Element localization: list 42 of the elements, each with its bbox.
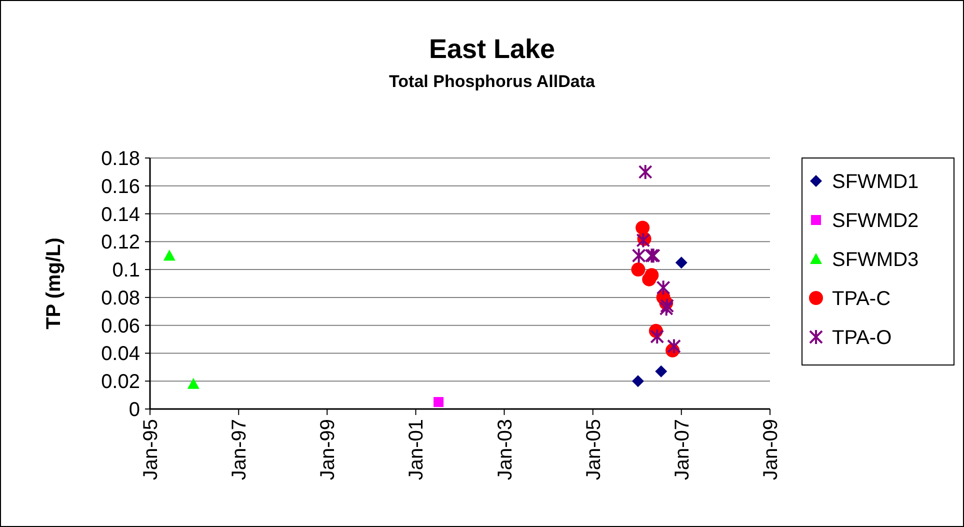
point — [638, 164, 652, 180]
chart-title: East Lake — [428, 34, 556, 64]
x-tick-label: Jan-09 — [760, 419, 782, 480]
point — [434, 397, 444, 408]
point — [656, 280, 670, 296]
legend-label: SFWMD3 — [832, 249, 919, 271]
point — [655, 365, 668, 378]
x-tick-label: Jan-99 — [317, 419, 340, 480]
legend-label: TPA-C — [832, 288, 891, 310]
x-tick-label: Jan-95 — [140, 419, 162, 480]
y-axis-title: TP (mg/L) — [43, 238, 65, 330]
point — [660, 298, 674, 314]
y-tick-label: 0.06 — [101, 315, 140, 338]
x-tick-label: Jan-03 — [494, 419, 516, 480]
y-tick-label: 0.04 — [101, 343, 140, 366]
y-tick-label: 0.12 — [101, 232, 140, 254]
y-tick-label: 0.18 — [101, 148, 140, 170]
x-tick-label: Jan-01 — [406, 419, 428, 480]
x-tick-label: Jan-07 — [671, 419, 694, 480]
y-tick-label: 0.1 — [112, 260, 140, 282]
y-tick-label: 0.14 — [101, 204, 140, 226]
legend-label: TPA-O — [832, 327, 892, 349]
y-tick-label: 0.16 — [101, 176, 140, 198]
point — [631, 262, 646, 277]
legend-label: SFWMD1 — [832, 171, 919, 193]
y-tick-label: 0 — [128, 399, 140, 421]
point — [666, 338, 681, 354]
x-tick-label: Jan-97 — [228, 419, 251, 480]
point — [659, 300, 674, 317]
chart-subtitle: Total Phosphorus AllData — [389, 72, 596, 91]
point — [187, 378, 200, 389]
point — [650, 328, 664, 344]
point — [644, 268, 659, 282]
point — [632, 248, 646, 264]
legend-label: SFWMD2 — [832, 210, 919, 232]
point — [632, 375, 644, 388]
y-tick-label: 0.02 — [101, 371, 140, 394]
y-tick-label: 0.08 — [101, 287, 140, 310]
point — [636, 220, 650, 235]
point — [675, 256, 688, 269]
point — [163, 250, 176, 261]
x-tick-label: Jan-05 — [582, 419, 605, 480]
